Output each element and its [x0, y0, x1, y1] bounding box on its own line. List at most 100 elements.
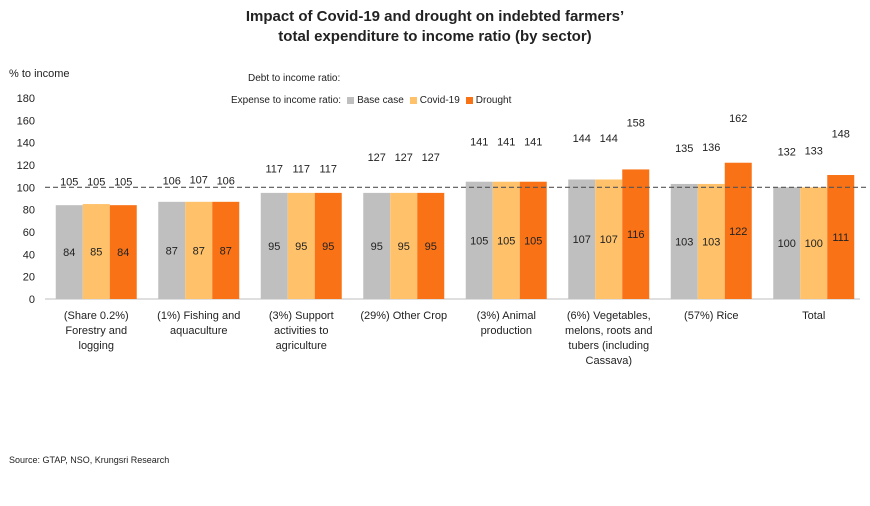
debt-ratio-label: 117	[292, 163, 310, 175]
bar-value-label: 100	[778, 238, 796, 250]
bar-value-label: 116	[627, 229, 645, 241]
bar-value-label: 85	[90, 247, 102, 259]
debt-ratio-label: 148	[832, 129, 850, 141]
bar-value-label: 95	[268, 241, 280, 253]
bar-value-label: 87	[193, 245, 205, 257]
bar-value-label: 95	[322, 241, 334, 253]
y-tick-label: 160	[17, 115, 35, 127]
bar-value-label: 95	[371, 241, 383, 253]
x-category-label: (29%) Other Crop	[360, 310, 448, 322]
y-tick-label: 100	[17, 182, 35, 194]
debt-ratio-label: 127	[395, 152, 413, 164]
bar-1	[800, 187, 828, 299]
y-tick-label: 60	[23, 227, 35, 239]
debt-ratio-label: 141	[524, 137, 542, 149]
x-category-label: (Share 0.2%) Forestry and logging	[63, 310, 129, 352]
bar-2	[212, 201, 240, 299]
x-category-label: (57%) Rice	[684, 310, 739, 322]
debt-ratio-label: 127	[422, 152, 440, 164]
y-tick-label: 20	[23, 272, 35, 284]
bar-0	[158, 201, 186, 299]
bar-value-label: 107	[573, 234, 591, 246]
bar-1	[595, 179, 623, 299]
bar-2	[622, 169, 650, 299]
bar-value-label: 87	[166, 245, 178, 257]
bar-2	[724, 162, 752, 299]
debt-ratio-label: 117	[265, 163, 283, 175]
legend-swatch-base-case	[347, 97, 355, 104]
bar-0	[568, 179, 596, 299]
debt-ratio-label: 136	[702, 142, 720, 154]
bar-value-label: 100	[805, 238, 823, 250]
debt-ratio-label: 162	[729, 113, 747, 125]
debt-ratio-label: 144	[573, 133, 591, 145]
debt-ratio-label: 127	[368, 152, 386, 164]
debt-ratio-label: 106	[217, 176, 235, 188]
bar-value-label: 122	[729, 226, 747, 238]
debt-ratio-label: 105	[60, 177, 78, 189]
legend-swatch-covid	[409, 97, 417, 104]
bar-value-label: 107	[600, 234, 618, 246]
bar-2	[314, 192, 342, 299]
debt-ratio-label: 144	[600, 133, 618, 145]
chart-title-line-1: Impact of Covid-19 and drought on indebt…	[245, 8, 625, 25]
bar-2	[109, 205, 137, 299]
bar-0	[773, 187, 801, 299]
debt-ratio-label: 105	[87, 177, 105, 189]
bar-value-label: 105	[470, 235, 488, 247]
y-tick-label: 0	[29, 294, 35, 306]
bar-value-label: 95	[295, 241, 307, 253]
y-tick-label: 180	[17, 93, 35, 105]
debt-ratio-label: 106	[163, 176, 181, 188]
bar-value-label: 84	[63, 247, 75, 259]
bar-value-label: 103	[702, 236, 720, 248]
legend-label-base-case: Base case	[357, 95, 404, 106]
y-tick-label: 40	[23, 249, 35, 261]
bar-value-label: 95	[398, 241, 410, 253]
bar-0	[260, 192, 288, 299]
legend: Expense to income ratio: Base case Covid…	[231, 95, 511, 106]
debt-ratio-label: 133	[805, 145, 823, 157]
legend-item-base-case: Base case	[347, 95, 404, 106]
bar-2	[519, 181, 547, 299]
y-tick-label: 120	[17, 160, 35, 172]
bar-1	[82, 204, 110, 299]
debt-ratio-label: 141	[497, 137, 515, 149]
debt-ratio-label: 141	[470, 137, 488, 149]
legend-debt-label: Debt to income ratio:	[248, 73, 341, 84]
bar-value-label: 103	[675, 236, 693, 248]
debt-ratio-label: 135	[675, 143, 693, 155]
bar-0	[363, 192, 391, 299]
bar-value-label: 105	[524, 235, 542, 247]
legend-swatch-drought	[465, 97, 473, 104]
legend-item-drought: Drought	[465, 95, 512, 106]
x-category-label: (3%) Support activities to agriculture	[268, 310, 334, 352]
y-tick-label: 140	[17, 138, 35, 150]
legend-label-drought: Drought	[475, 95, 512, 106]
bar-0	[465, 181, 493, 299]
bar-1	[287, 192, 315, 299]
legend-label-covid: Covid-19	[419, 95, 460, 106]
bar-value-label: 87	[220, 245, 232, 257]
bar-1	[390, 192, 418, 299]
debt-ratio-label: 105	[114, 177, 132, 189]
y-tick-label: 80	[23, 205, 35, 217]
bar-1	[185, 201, 213, 299]
x-category-label: Total	[802, 310, 826, 322]
bar-value-label: 111	[832, 232, 849, 244]
debt-ratio-label: 158	[627, 118, 645, 130]
source-note: Source: GTAP, NSO, Krungsri Research	[9, 455, 170, 465]
bar-value-label: 105	[497, 235, 515, 247]
legend-expense-label: Expense to income ratio:	[231, 95, 342, 106]
debt-ratio-label: 107	[190, 174, 208, 186]
bar-value-label: 84	[117, 247, 129, 259]
bar-1	[492, 181, 520, 299]
x-category-label: (1%) Fishing and aquaculture	[157, 310, 241, 337]
bar-0	[55, 205, 83, 299]
bar-0	[670, 183, 698, 299]
bar-value-label: 95	[425, 241, 437, 253]
debt-ratio-label: 132	[778, 147, 796, 159]
x-category-label: (6%) Vegetables, melons, roots and tubers …	[565, 310, 653, 367]
bar-2	[417, 192, 445, 299]
